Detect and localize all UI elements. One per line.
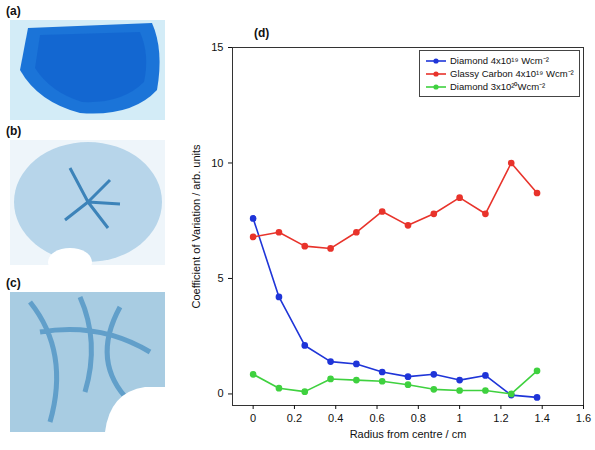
html-text:Diamond 3x10²⁰Wcm⁻²: Diamond 3x10²⁰Wcm⁻² xyxy=(450,81,546,92)
html-text:(c): (c) xyxy=(6,276,21,290)
html-text:(b): (b) xyxy=(6,124,22,138)
svg-text:10: 10 xyxy=(211,157,223,169)
svg-text:1.4: 1.4 xyxy=(535,412,550,424)
html-text:Diamond 4x10¹⁹ Wcm⁻²: Diamond 4x10¹⁹ Wcm⁻² xyxy=(450,55,549,66)
svg-text:0.8: 0.8 xyxy=(411,412,426,424)
svg-text:0.2: 0.2 xyxy=(287,412,302,424)
html-text:(d): (d) xyxy=(254,26,270,40)
svg-text:0: 0 xyxy=(217,387,223,399)
svg-text:1: 1 xyxy=(457,412,463,424)
svg-text:0.4: 0.4 xyxy=(328,412,343,424)
svg-text:15: 15 xyxy=(211,41,223,53)
svg-text:Radius from centre / cm: Radius from centre / cm xyxy=(350,428,467,440)
html-text:(a): (a) xyxy=(6,4,21,18)
svg-text:1.6: 1.6 xyxy=(576,412,591,424)
svg-text:1.2: 1.2 xyxy=(493,412,508,424)
svg-text:0.6: 0.6 xyxy=(369,412,384,424)
svg-text:Coefficient of Variation / arb: Coefficient of Variation / arb. units xyxy=(190,144,202,309)
svg-text:0: 0 xyxy=(250,412,256,424)
html-text:Glassy Carbon 4x10¹⁹ Wcm⁻²: Glassy Carbon 4x10¹⁹ Wcm⁻² xyxy=(450,68,574,79)
svg-text:5: 5 xyxy=(217,272,223,284)
